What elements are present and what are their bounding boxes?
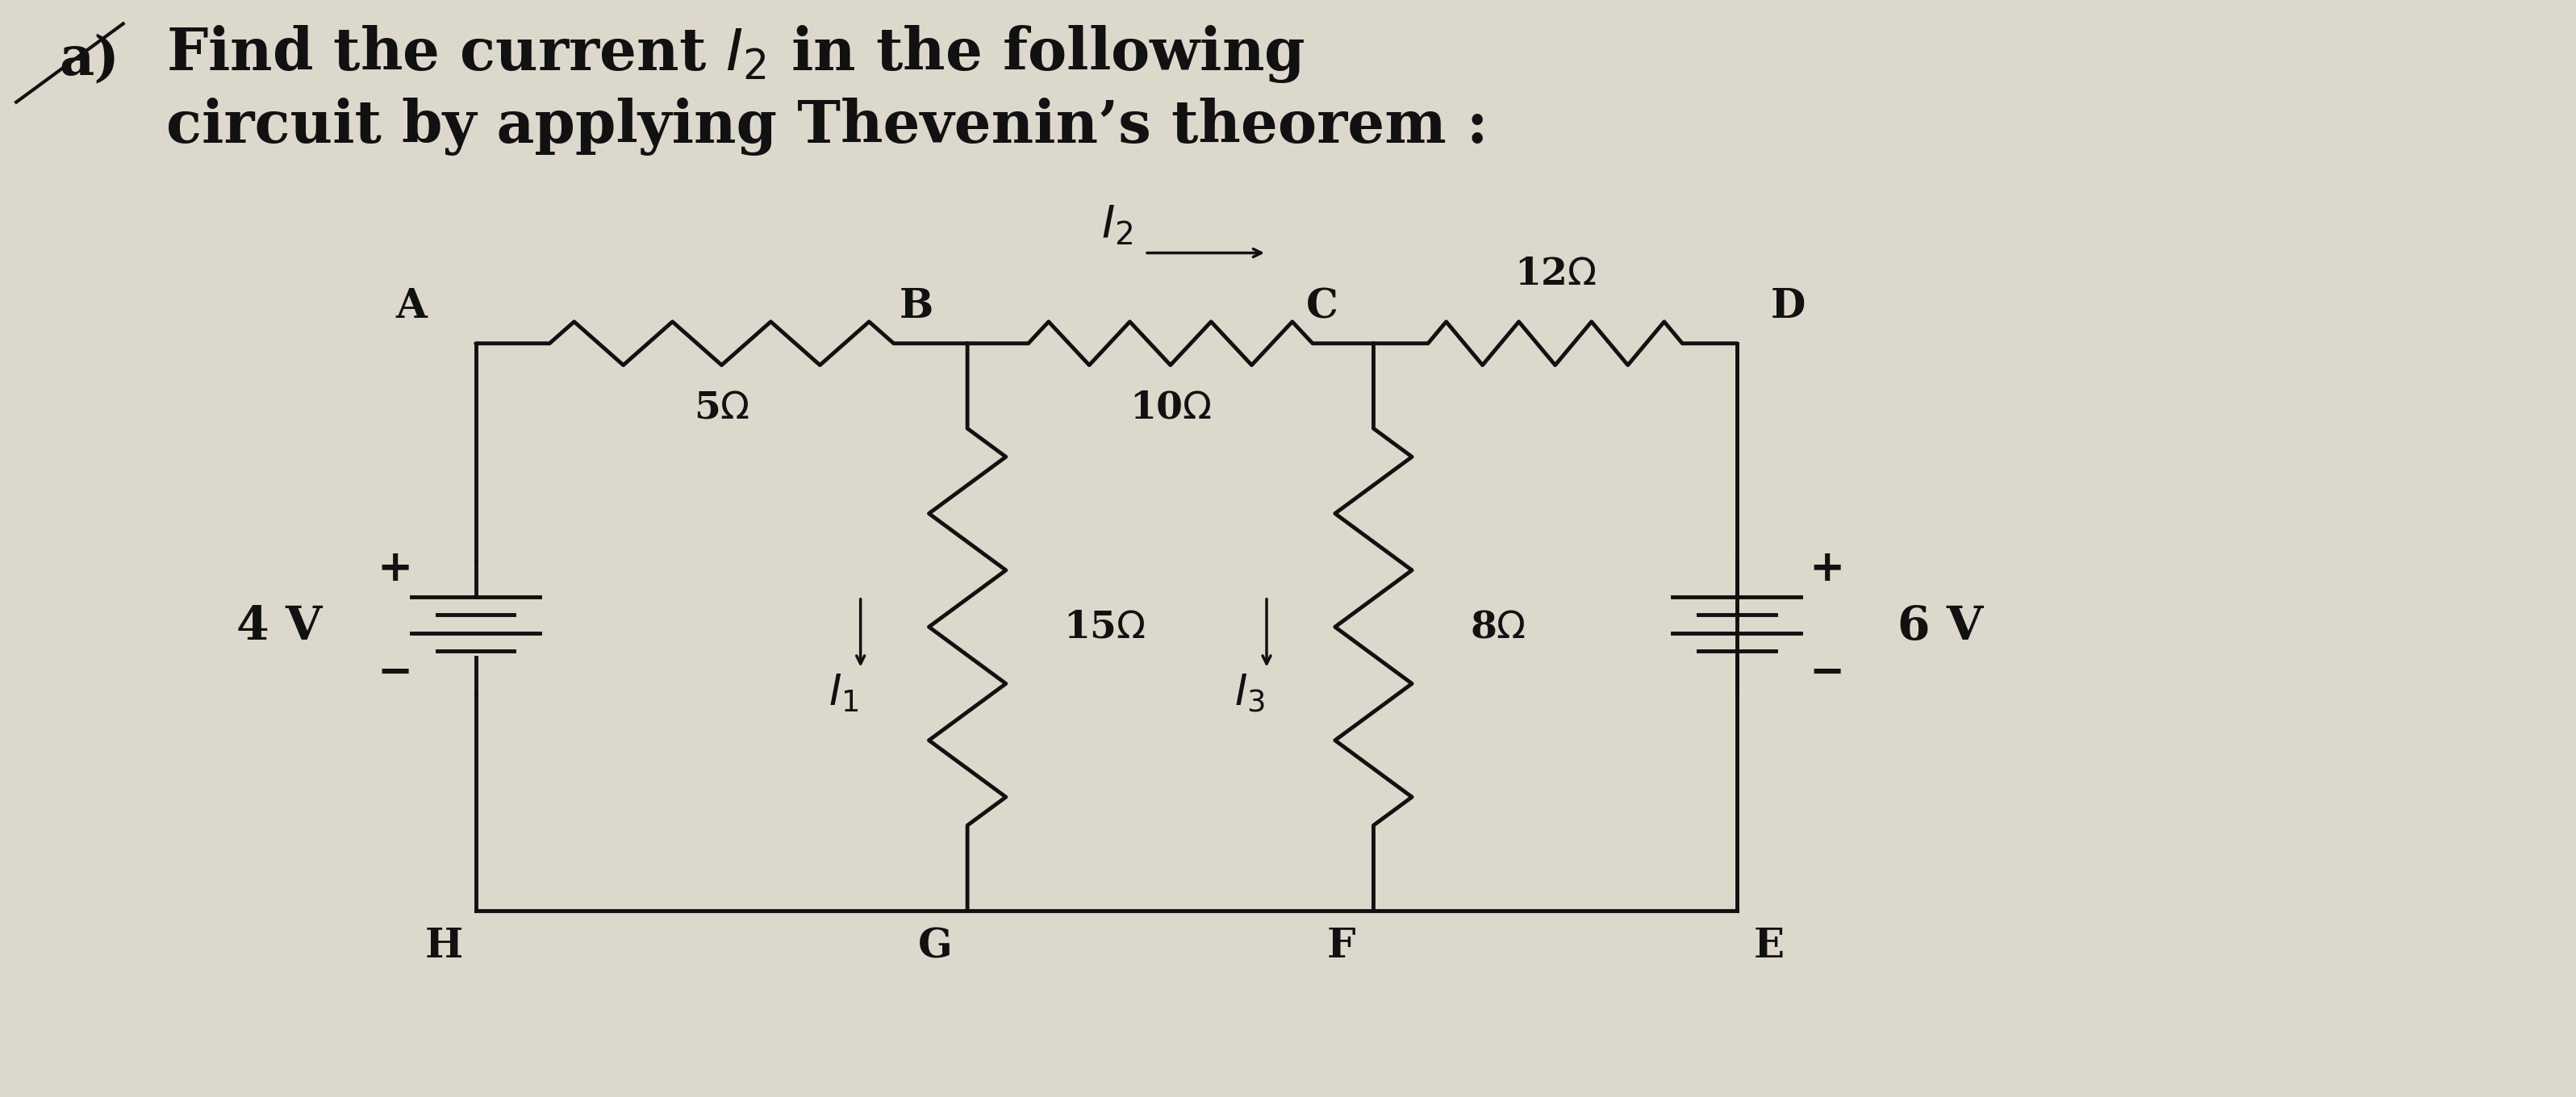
Text: H: H [425,927,464,966]
Text: D: D [1770,287,1806,327]
Text: G: G [917,927,953,966]
Text: A: A [397,287,428,327]
Text: C: C [1306,287,1340,327]
Text: 4 V: 4 V [237,604,322,649]
Text: 10$\Omega$: 10$\Omega$ [1128,389,1211,427]
Text: $I_2$: $I_2$ [1100,203,1133,247]
Text: +: + [376,548,412,590]
Text: −: − [1808,652,1844,693]
Text: 15$\Omega$: 15$\Omega$ [1064,609,1146,645]
Text: 6 V: 6 V [1896,604,1984,649]
Text: −: − [376,652,412,693]
Text: 5$\Omega$: 5$\Omega$ [693,389,750,427]
Text: 8$\Omega$: 8$\Omega$ [1471,609,1525,645]
Text: a): a) [59,34,118,86]
Text: circuit by applying Thevenin’s theorem :: circuit by applying Thevenin’s theorem : [165,98,1489,156]
Text: Find the current $I_2$ in the following: Find the current $I_2$ in the following [165,23,1306,84]
Text: 12$\Omega$: 12$\Omega$ [1515,256,1597,293]
Text: E: E [1754,927,1785,966]
Text: B: B [899,287,933,327]
Text: $I_1$: $I_1$ [829,672,858,714]
Text: $I_3$: $I_3$ [1234,672,1265,715]
Text: F: F [1327,927,1355,966]
Text: +: + [1808,548,1844,590]
